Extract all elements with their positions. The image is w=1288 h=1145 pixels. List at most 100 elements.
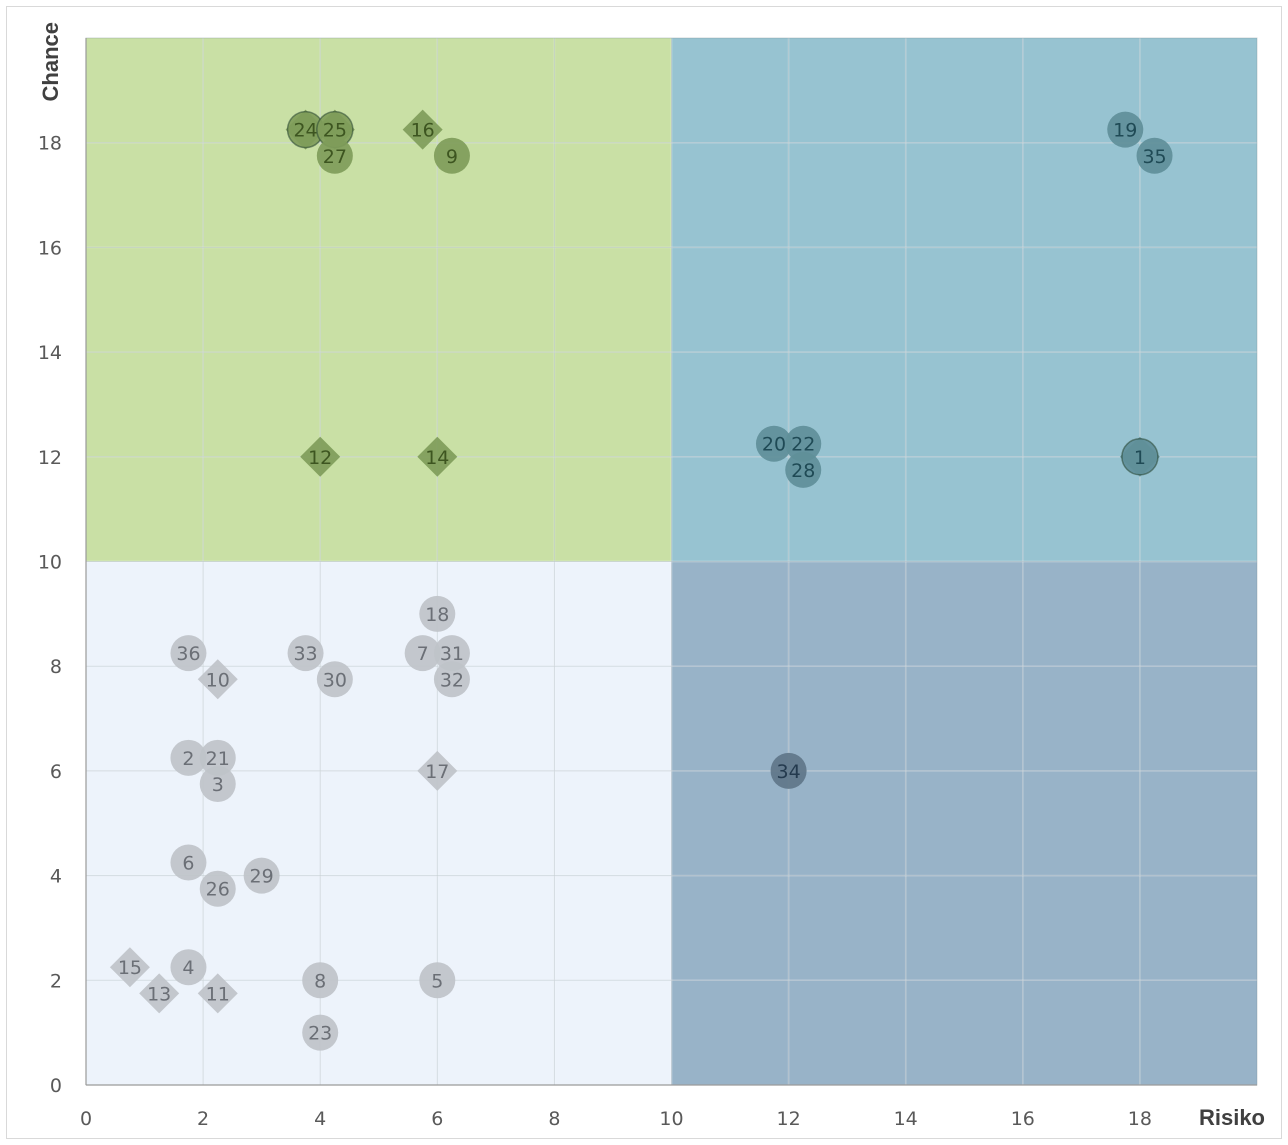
- data-point-22[interactable]: 22: [785, 425, 822, 462]
- circle-marker: [1136, 137, 1173, 174]
- circle-marker: [170, 949, 207, 986]
- x-axis-title: Risiko: [1199, 1105, 1265, 1130]
- data-point-34[interactable]: 34: [770, 752, 807, 789]
- data-point-label: 26: [206, 879, 230, 901]
- data-point-24[interactable]: 24: [285, 109, 326, 150]
- x-tick-label: 14: [894, 1108, 918, 1130]
- data-point-label: 36: [176, 643, 200, 665]
- data-point-9[interactable]: 9: [433, 137, 470, 174]
- circle-marker: [199, 870, 236, 907]
- data-point-label: 15: [118, 957, 142, 979]
- circle-marker: [1107, 111, 1144, 148]
- data-point-31[interactable]: 31: [433, 635, 470, 672]
- data-point-label: 3: [212, 774, 224, 796]
- data-point-label: 29: [250, 866, 274, 888]
- quadrant-top-right: [671, 38, 1257, 562]
- data-point-21[interactable]: 21: [199, 739, 236, 776]
- x-tick-label: 16: [1011, 1108, 1035, 1130]
- x-tick-label: 2: [197, 1108, 209, 1130]
- circle-marker: [785, 425, 822, 462]
- x-tick-label: 12: [777, 1108, 801, 1130]
- y-tick-label: 12: [38, 447, 62, 469]
- data-point-6[interactable]: 6: [170, 844, 207, 881]
- data-point-19[interactable]: 19: [1107, 111, 1144, 148]
- data-point-14[interactable]: 14: [417, 436, 458, 477]
- data-point-2[interactable]: 2: [170, 739, 207, 776]
- diamond-marker: [417, 436, 458, 477]
- data-point-17[interactable]: 17: [417, 750, 458, 791]
- circle-marker: [170, 635, 207, 672]
- data-point-25[interactable]: 25: [314, 109, 355, 150]
- circle-marker: [404, 635, 441, 672]
- data-point-label: 28: [791, 460, 815, 482]
- x-tick-label: 8: [548, 1108, 560, 1130]
- circle-marker: [785, 451, 822, 488]
- data-point-11[interactable]: 11: [197, 973, 238, 1014]
- data-point-label: 14: [425, 447, 449, 469]
- x-tick-label: 0: [80, 1108, 92, 1130]
- circle-marker: [433, 661, 470, 698]
- data-point-35[interactable]: 35: [1136, 137, 1173, 174]
- data-point-5[interactable]: 5: [419, 962, 456, 999]
- data-point-label: 12: [308, 447, 332, 469]
- data-point-label: 8: [314, 970, 326, 992]
- data-point-16[interactable]: 16: [402, 109, 443, 150]
- data-point-label: 25: [323, 120, 347, 142]
- diamond-marker: [402, 109, 443, 150]
- data-point-23[interactable]: 23: [302, 1014, 339, 1051]
- data-point-label: 10: [206, 669, 230, 691]
- data-point-15[interactable]: 15: [109, 947, 150, 988]
- circle-marker: [170, 844, 207, 881]
- data-point-18[interactable]: 18: [419, 595, 456, 632]
- y-tick-label: 18: [38, 133, 62, 155]
- data-point-20[interactable]: 20: [755, 425, 792, 462]
- data-point-27[interactable]: 27: [316, 137, 353, 174]
- circle-marker: [199, 765, 236, 802]
- circle-marker: [243, 857, 280, 894]
- data-point-label: 21: [206, 748, 230, 770]
- y-tick-label: 0: [50, 1075, 62, 1097]
- data-point-label: 30: [323, 669, 347, 691]
- data-point-label: 9: [446, 146, 458, 168]
- quadrant-bottom-right: [671, 561, 1257, 1085]
- data-point-28[interactable]: 28: [785, 451, 822, 488]
- diamond-marker: [197, 973, 238, 1014]
- data-point-label: 5: [431, 970, 443, 992]
- chart-frame: [6, 6, 1282, 1139]
- data-point-7[interactable]: 7: [404, 635, 441, 672]
- data-point-label: 18: [425, 604, 449, 626]
- data-point-26[interactable]: 26: [199, 870, 236, 907]
- data-point-30[interactable]: 30: [316, 661, 353, 698]
- data-point-label: 34: [777, 761, 801, 783]
- data-point-label: 16: [411, 120, 435, 142]
- y-tick-label: 8: [50, 656, 62, 678]
- circle-marker: [287, 635, 324, 672]
- data-point-32[interactable]: 32: [433, 661, 470, 698]
- y-tick-label: 10: [38, 552, 62, 574]
- data-point-label: 17: [425, 761, 449, 783]
- quadrant-bottom-left: [86, 561, 672, 1085]
- data-point-13[interactable]: 13: [139, 973, 180, 1014]
- data-point-29[interactable]: 29: [243, 857, 280, 894]
- y-tick-label: 16: [38, 237, 62, 259]
- y-tick-label: 2: [50, 970, 62, 992]
- data-point-3[interactable]: 3: [199, 765, 236, 802]
- circle-marker: [170, 739, 207, 776]
- x-tick-label: 6: [431, 1108, 443, 1130]
- data-point-1[interactable]: 1: [1119, 436, 1160, 477]
- circle-marker: [755, 425, 792, 462]
- circle-marker: [433, 137, 470, 174]
- diamond-marker: [417, 750, 458, 791]
- diamond-marker: [300, 436, 341, 477]
- data-point-label: 33: [293, 643, 317, 665]
- quadrant-layer: [86, 38, 1257, 1085]
- data-point-4[interactable]: 4: [170, 949, 207, 986]
- circle-marker: [302, 1014, 339, 1051]
- quadrant-top-left: [86, 38, 672, 562]
- data-point-36[interactable]: 36: [170, 635, 207, 672]
- data-point-10[interactable]: 10: [197, 659, 238, 700]
- data-point-8[interactable]: 8: [302, 962, 339, 999]
- data-point-33[interactable]: 33: [287, 635, 324, 672]
- data-point-12[interactable]: 12: [300, 436, 341, 477]
